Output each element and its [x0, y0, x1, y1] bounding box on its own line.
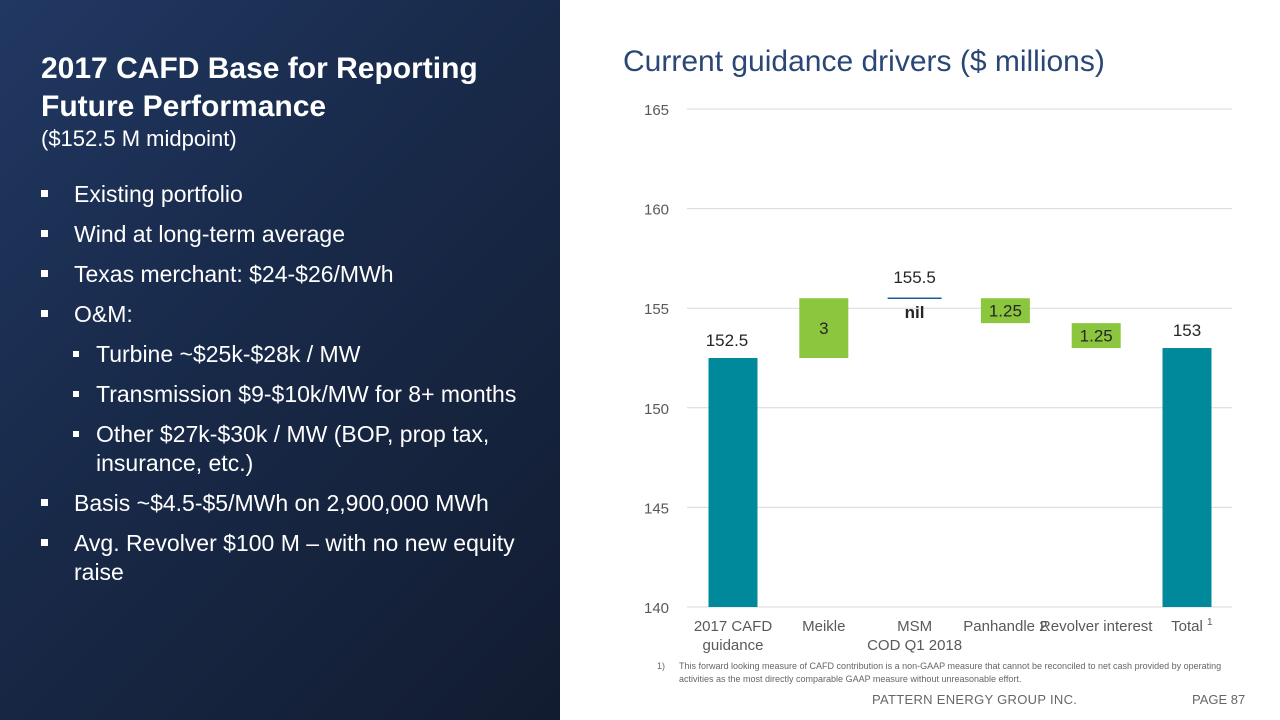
data-label: 1.25	[989, 302, 1022, 321]
x-tick-label: Revolver interest	[1040, 618, 1153, 635]
data-label: 3	[819, 319, 828, 338]
bullet-item: Existing portfolio	[41, 180, 541, 209]
bullet-text: Other $27k-$30k / MW (BOP, prop tax, ins…	[96, 421, 490, 476]
footnote-number: 1)	[657, 661, 666, 671]
footnote: 1) This forward looking measure of CAFD …	[657, 660, 1247, 686]
bullet-item: Turbine ~$25k-$28k / MW	[41, 340, 541, 369]
y-tick-label: 140	[644, 600, 669, 617]
x-tick-label: guidance	[703, 637, 764, 654]
data-label: 155.5	[893, 268, 936, 287]
bullet-text: Texas merchant: $24-$26/MWh	[74, 261, 394, 287]
bullet-marker-icon	[41, 539, 48, 546]
bar	[1071, 323, 1121, 349]
footer-company: PATTERN ENERGY GROUP INC.	[872, 692, 1078, 707]
bullet-item: Basis ~$4.5-$5/MWh on 2,900,000 MWh	[41, 489, 541, 518]
left-panel: 2017 CAFD Base for Reporting Future Perf…	[0, 0, 560, 720]
y-tick-label: 160	[644, 202, 669, 219]
bar	[980, 298, 1030, 324]
bar	[1162, 348, 1212, 607]
bullet-text: Basis ~$4.5-$5/MWh on 2,900,000 MWh	[74, 490, 489, 516]
data-label: 152.5	[706, 331, 749, 350]
bullet-marker-icon	[73, 391, 79, 397]
bullet-text: Transmission $9-$10k/MW for 8+ months	[96, 381, 517, 407]
bar	[708, 358, 758, 607]
footnote-text: This forward looking measure of CAFD con…	[679, 661, 1222, 684]
bullet-list: Existing portfolio Wind at long-term aver…	[41, 180, 541, 598]
bullet-marker-icon	[73, 431, 79, 437]
bullet-item: Texas merchant: $24-$26/MWh	[41, 260, 541, 289]
y-tick-label: 155	[644, 301, 669, 318]
bullet-text: Wind at long-term average	[74, 221, 346, 247]
bullet-item: Transmission $9-$10k/MW for 8+ months	[41, 380, 541, 409]
bullet-marker-icon	[41, 310, 48, 317]
bullet-marker-icon	[41, 190, 48, 197]
waterfall-chart: 140 145 150 155 160 165 152.5 3 155.5 nil 1.25 1.25…	[644, 102, 1232, 654]
bullet-text: O&M:	[74, 301, 133, 327]
bullet-marker-icon	[73, 351, 79, 357]
bullet-marker-icon	[41, 499, 48, 506]
bullet-text: Existing portfolio	[74, 181, 243, 207]
bullet-marker-icon	[41, 230, 48, 237]
bar	[799, 298, 849, 358]
x-tick-label: MSM	[897, 618, 932, 635]
bullet-item: O&M:	[41, 300, 541, 329]
x-tick-label: Meikle	[802, 618, 845, 635]
bullet-item: Avg. Revolver $100 M – with no new equit…	[41, 529, 541, 587]
bullet-item: Wind at long-term average	[41, 220, 541, 249]
x-tick-label: 2017 CAFD	[694, 618, 773, 635]
data-label: 1.25	[1080, 327, 1113, 346]
footnote-marker: 1	[1207, 617, 1213, 628]
chart-heading: Current guidance drivers ($ millions)	[623, 45, 1105, 78]
x-tick-label: Panhandle 2	[963, 618, 1047, 635]
left-subtitle: ($152.5 M midpoint)	[41, 126, 237, 151]
bullet-text: Avg. Revolver $100 M – with no new equit…	[74, 530, 515, 585]
y-tick-label: 145	[644, 500, 669, 517]
bullet-item: Other $27k-$30k / MW (BOP, prop tax, ins…	[41, 420, 541, 478]
page-number: PAGE 87	[1192, 692, 1246, 707]
y-tick-label: 165	[644, 102, 669, 119]
data-label: nil	[905, 303, 925, 322]
x-tick-label: COD Q1 2018	[867, 637, 962, 654]
left-title: 2017 CAFD Base for Reporting Future Perf…	[41, 52, 478, 123]
bullet-marker-icon	[41, 270, 48, 277]
x-tick-label: Total	[1171, 618, 1203, 635]
bullet-text: Turbine ~$25k-$28k / MW	[96, 341, 361, 367]
data-label: 153	[1173, 321, 1201, 340]
y-tick-label: 150	[644, 401, 669, 418]
